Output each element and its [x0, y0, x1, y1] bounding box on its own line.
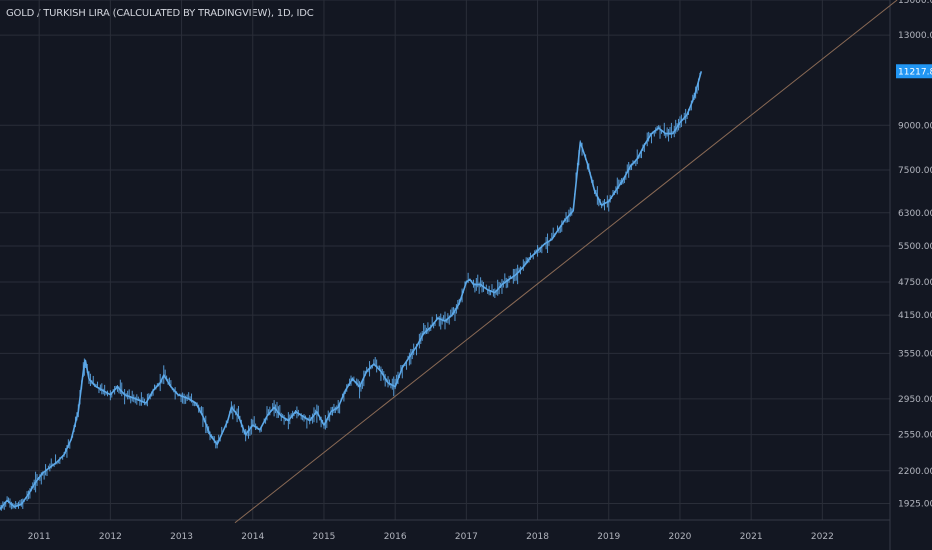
price-series [0, 71, 703, 511]
x-tick-label: 2011 [28, 532, 51, 542]
y-tick-label: 15000.00 [898, 0, 932, 6]
last-price-marker: 11217.83 [896, 64, 932, 79]
y-tick-label: 13000.00 [898, 31, 932, 41]
y-tick-label: 6300.00 [898, 209, 932, 219]
y-tick-label: 1925.00 [898, 500, 932, 510]
trendline-segment [234, 0, 898, 524]
grid [0, 0, 891, 550]
time-axis[interactable]: 2011 2012 2013 2014 2015 2016 2017 2018 2019 2020… [28, 532, 834, 542]
y-tick-label: 7500.00 [898, 166, 932, 176]
trendline [234, 0, 898, 524]
x-tick-label: 2020 [669, 532, 692, 542]
price-axis[interactable]: 15000.00 13000.00 9000.00 7500.00 6300.00 550… [898, 0, 932, 510]
y-tick-label: 4750.00 [898, 278, 932, 288]
x-tick-label: 2014 [241, 532, 264, 542]
last-price-label: 11217.83 [898, 67, 932, 77]
x-tick-label: 2016 [384, 532, 407, 542]
y-tick-label: 2550.00 [898, 431, 932, 441]
price-line [0, 71, 703, 510]
y-tick-label: 4150.00 [898, 311, 932, 321]
x-tick-label: 2019 [597, 532, 620, 542]
y-tick-label: 2950.00 [898, 395, 932, 405]
x-tick-label: 2018 [526, 532, 549, 542]
y-tick-label: 5500.00 [898, 242, 932, 252]
y-tick-label: 9000.00 [898, 121, 932, 131]
x-tick-label: 2015 [313, 532, 336, 542]
x-tick-label: 2012 [99, 532, 122, 542]
chart-title: GOLD / TURKISH LIRA (CALCULATED BY TRADI… [6, 8, 314, 19]
x-tick-label: 2017 [455, 532, 478, 542]
x-tick-label: 2022 [811, 532, 834, 542]
last-price-badge [896, 64, 932, 79]
y-tick-label: 3550.00 [898, 349, 932, 359]
x-tick-label: 2013 [170, 532, 193, 542]
y-tick-label: 2200.00 [898, 467, 932, 477]
x-tick-label: 2021 [740, 532, 763, 542]
